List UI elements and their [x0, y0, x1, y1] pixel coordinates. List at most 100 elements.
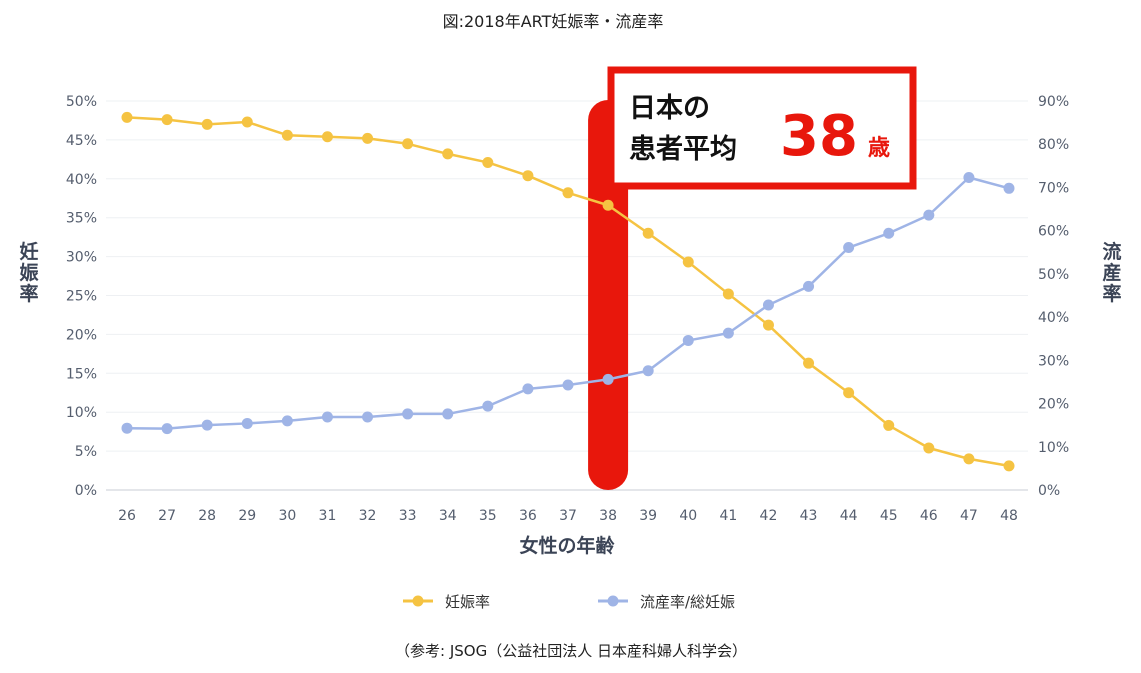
legend-item-miscarriage: 流産率/総妊娠	[598, 593, 735, 611]
series-0-point	[442, 148, 454, 160]
right-tick-label: 80%	[1038, 137, 1069, 153]
left-tick-label: 20%	[66, 327, 97, 343]
average-age-highlight-bar	[588, 100, 629, 490]
x-tick-label: 29	[238, 508, 256, 524]
series-1-point	[883, 227, 895, 239]
legend-label-miscarriage: 流産率/総妊娠	[640, 593, 735, 611]
series-1-point	[1003, 182, 1015, 194]
x-tick-label: 27	[158, 508, 176, 524]
left-tick-label: 0%	[75, 483, 97, 499]
x-tick-label: 40	[679, 508, 697, 524]
left-tick-label: 40%	[66, 172, 97, 188]
series-1-point	[963, 172, 975, 184]
average-age-callout: 日本の 患者平均 38 歳	[607, 66, 917, 190]
series-1-point	[762, 299, 774, 311]
x-tick-label: 46	[920, 508, 938, 524]
series-1-point	[402, 408, 414, 420]
series-0-point	[602, 199, 614, 211]
series-0-point	[1003, 460, 1015, 472]
callout-line2: 患者平均	[629, 134, 737, 165]
series-1-point	[321, 411, 333, 423]
series-0-point	[843, 387, 855, 399]
series-1-point	[803, 280, 815, 292]
x-tick-label: 33	[399, 508, 417, 524]
series-points	[121, 111, 1015, 472]
series-1-point	[281, 415, 293, 427]
x-tick-label: 36	[519, 508, 537, 524]
left-axis-ticks: 0% 5% 10% 15% 20% 25% 30% 35% 40% 45% 50%	[66, 94, 97, 499]
right-tick-label: 40%	[1038, 310, 1069, 326]
left-tick-label: 25%	[66, 289, 97, 305]
x-tick-label: 30	[278, 508, 296, 524]
series-0-point	[281, 129, 293, 141]
right-tick-label: 60%	[1038, 224, 1069, 240]
x-tick-label: 38	[599, 508, 617, 524]
series-1-point	[121, 422, 133, 434]
series-1-point	[562, 379, 574, 391]
right-axis-title: 流産率	[1102, 240, 1121, 305]
callout-unit: 歳	[868, 136, 890, 161]
series-0-point	[762, 319, 774, 331]
series-0-point	[201, 118, 213, 130]
series-0-point	[482, 156, 494, 168]
right-axis-ticks: 0% 10% 20% 30% 40% 50% 60% 70% 80% 90%	[1038, 94, 1069, 499]
series-1-point	[843, 242, 855, 254]
source-note: （参考: JSOG（公益社団法人 日本産科婦人科学会）	[395, 642, 747, 660]
svg-text:流産率: 流産率	[1102, 240, 1121, 305]
x-tick-label: 32	[359, 508, 377, 524]
series-1-point	[522, 383, 534, 395]
right-tick-label: 20%	[1038, 397, 1069, 413]
x-tick-label: 47	[960, 508, 978, 524]
series-1-point	[241, 417, 253, 429]
right-tick-label: 90%	[1038, 94, 1069, 110]
series-1-point	[362, 411, 374, 423]
x-tick-label: 28	[198, 508, 216, 524]
x-tick-label: 39	[639, 508, 657, 524]
x-tick-label: 45	[880, 508, 898, 524]
left-tick-label: 10%	[66, 405, 97, 421]
series-0-point	[883, 419, 895, 431]
series-0-point	[321, 131, 333, 143]
left-tick-label: 30%	[66, 250, 97, 266]
x-tick-label: 43	[800, 508, 818, 524]
chart-title: 図:2018年ART妊娠率・流産率	[443, 12, 664, 31]
series-0-point	[402, 138, 414, 150]
series-0-point	[923, 442, 935, 454]
callout-line1: 日本の	[629, 93, 710, 124]
x-tick-label: 41	[719, 508, 737, 524]
series-0-point	[642, 227, 654, 239]
left-tick-label: 50%	[66, 94, 97, 110]
x-tick-label: 42	[760, 508, 778, 524]
right-tick-label: 30%	[1038, 353, 1069, 369]
series-0-point	[722, 288, 734, 300]
series-1-point	[201, 419, 213, 431]
series-1-point	[923, 209, 935, 221]
series-1-point	[482, 400, 494, 412]
x-tick-label: 26	[118, 508, 136, 524]
series-1-point	[642, 365, 654, 377]
series-1-point	[161, 423, 173, 435]
x-axis-title: 女性の年齢	[519, 534, 615, 557]
series-0-point	[241, 116, 253, 128]
x-tick-label: 34	[439, 508, 457, 524]
right-tick-label: 0%	[1038, 483, 1060, 499]
left-tick-label: 35%	[66, 211, 97, 227]
series-1-point	[442, 408, 454, 420]
series-0-point	[682, 256, 694, 268]
series-0-point	[121, 111, 133, 123]
series-0-point	[362, 132, 374, 144]
callout-box	[607, 66, 917, 190]
series-0-point	[803, 357, 815, 369]
x-tick-label: 37	[559, 508, 577, 524]
series-1-point	[602, 373, 614, 385]
legend: 妊娠率 流産率/総妊娠	[403, 593, 735, 611]
right-tick-label: 70%	[1038, 180, 1069, 196]
legend-item-pregnancy: 妊娠率	[403, 593, 490, 611]
callout-value: 38	[780, 104, 858, 169]
series-1-point	[722, 327, 734, 339]
x-axis-ticks: 26 27 28 29 30 31 32 33 34 35 36 37 38 39 40 41 42 43 44 45…	[118, 508, 1018, 524]
x-tick-label: 35	[479, 508, 497, 524]
right-tick-label: 50%	[1038, 267, 1069, 283]
legend-label-pregnancy: 妊娠率	[445, 593, 490, 611]
